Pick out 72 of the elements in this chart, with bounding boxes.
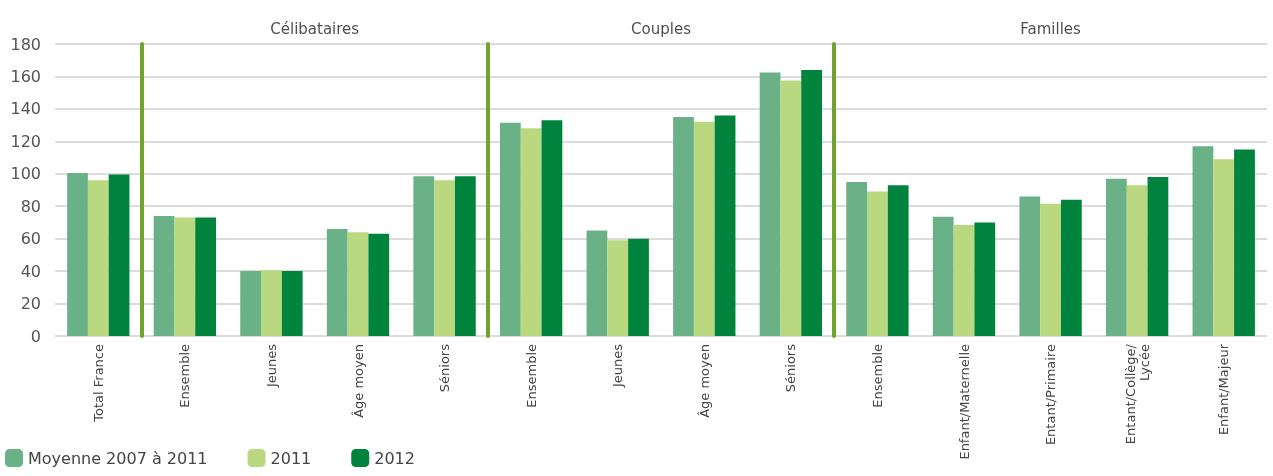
x-tick-label: Enfant/Majeur	[1216, 343, 1232, 436]
x-tick-label: Séniors	[437, 343, 453, 393]
bar	[801, 69, 823, 336]
legend-label: Moyenne 2007 à 2011	[28, 448, 208, 468]
bar	[326, 228, 348, 336]
bar	[887, 185, 909, 336]
bar	[1040, 203, 1061, 336]
y-tick-label: 0	[30, 326, 41, 346]
bar	[932, 216, 954, 336]
x-tick-label: Âge moyen	[350, 344, 366, 418]
x-tick-label: Ensemble	[869, 344, 885, 408]
y-tick-label: 20	[20, 294, 41, 314]
text: Célibataires	[270, 19, 360, 38]
bar	[67, 172, 88, 336]
bar	[780, 80, 802, 336]
bar	[628, 238, 649, 336]
bar	[1192, 146, 1214, 336]
bar	[1213, 159, 1235, 336]
bar	[454, 176, 476, 336]
bar	[974, 222, 996, 336]
bar	[261, 270, 282, 336]
bar	[499, 122, 521, 336]
y-tick-label: 80	[20, 196, 41, 216]
text: Familles	[1020, 19, 1082, 38]
bar	[368, 233, 390, 336]
x-tick-label: Ensemble	[177, 344, 193, 408]
x-tick-label: Ensemble	[523, 344, 539, 408]
y-tick-label: 40	[20, 261, 41, 281]
x-tick-label: Entant/Primaire	[1043, 344, 1059, 446]
bar	[153, 215, 175, 336]
x-tick-label: Enfant/Maternelle	[956, 344, 972, 460]
bar	[240, 271, 262, 336]
bar	[714, 115, 736, 336]
y-tick-label: 180	[10, 34, 41, 54]
x-tick-label: Jeunes	[263, 343, 279, 389]
bar	[413, 176, 435, 336]
bar	[195, 217, 217, 336]
y-tick-label: 100	[10, 164, 41, 184]
x-tick-label: Jeunes	[610, 343, 626, 389]
bar	[1060, 199, 1082, 336]
bar	[693, 121, 715, 336]
x-tick-label: Âge moyen	[696, 344, 712, 418]
y-tick-label: 120	[10, 131, 41, 151]
bar	[867, 191, 888, 336]
bar	[87, 180, 109, 336]
bar	[520, 128, 542, 336]
bar	[1019, 196, 1041, 336]
bar	[759, 72, 781, 336]
bar	[434, 180, 455, 336]
bar	[347, 232, 369, 336]
bar	[673, 117, 694, 336]
bar	[108, 174, 130, 336]
bar	[846, 181, 868, 336]
bar	[541, 120, 563, 336]
bar	[1147, 177, 1169, 336]
x-tick-label: Entant/Collège/ Lycée	[1122, 343, 1152, 445]
legend-label: 2011	[270, 448, 312, 468]
bar	[1126, 185, 1148, 336]
bar	[281, 271, 303, 336]
bar	[1105, 178, 1127, 336]
bar	[1234, 149, 1255, 336]
x-tick-label: Total France	[90, 344, 106, 423]
legend-label: 2012	[374, 448, 415, 468]
text: Couples	[631, 19, 692, 38]
bar	[953, 224, 975, 336]
y-tick-label: 140	[10, 99, 41, 119]
y-tick-label: 60	[20, 229, 41, 249]
bar	[174, 217, 196, 336]
bar	[607, 240, 629, 336]
y-tick-label: 160	[10, 66, 41, 86]
bar	[586, 230, 608, 336]
x-tick-label: Séniors	[783, 343, 799, 393]
